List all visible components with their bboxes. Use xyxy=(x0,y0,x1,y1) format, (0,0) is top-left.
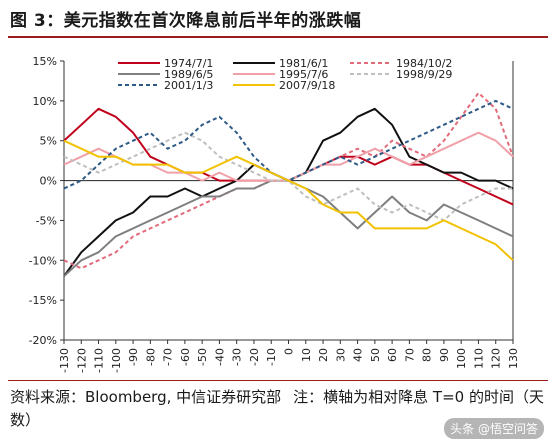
series-line-2001/1/3 xyxy=(63,99,514,190)
series-layer xyxy=(63,91,514,277)
x-tick-label: 0 xyxy=(283,348,296,355)
y-tick-label: 5% xyxy=(40,135,57,148)
line-chart: 1974/7/1 1981/6/1 1984/10/2 1989/6/5 1995/7/… xyxy=(29,55,520,373)
x-tick-label: 10 xyxy=(300,348,313,362)
note-text: 注：横轴为相对降息 T=0 的时间（天数） xyxy=(10,388,544,429)
axes: -20% -15% -10% -5% 0% 5% 10% 15% -130 -120 -110 -10… xyxy=(29,55,520,373)
legend-label: 1984/10/2 xyxy=(396,57,452,70)
x-tick-label: 60 xyxy=(386,348,399,362)
x-tick-label: -60 xyxy=(179,348,192,366)
x-tick-label: -50 xyxy=(196,348,209,366)
x-tick-label: -40 xyxy=(213,348,226,366)
y-tick-label: -15% xyxy=(29,294,57,307)
x-tick-label: -20 xyxy=(248,348,261,366)
x-tick-label: -110 xyxy=(93,348,106,373)
y-tick-label: -5% xyxy=(36,214,57,227)
x-tick-label: 110 xyxy=(472,348,485,369)
x-tick-label: -100 xyxy=(110,348,123,373)
x-tick-label: -30 xyxy=(231,348,244,366)
legend-label: 1998/9/29 xyxy=(396,68,452,81)
x-tick-label: 20 xyxy=(317,348,330,362)
legend-label: 1995/7/6 xyxy=(279,68,328,81)
watermark: 头条 @悟空问答 xyxy=(444,418,544,439)
x-tick-label: -80 xyxy=(144,348,157,366)
x-tick-label: 90 xyxy=(438,348,451,362)
footer: 资料来源：Bloomberg, 中信证券研究部 注：横轴为相对降息 T=0 的时间… xyxy=(10,386,554,432)
series-line-1989/6/5 xyxy=(63,179,514,277)
legend-label: 1981/6/1 xyxy=(279,57,328,70)
x-tick-label: 120 xyxy=(490,348,503,369)
series-line-1981/6/1 xyxy=(63,107,514,277)
legend-label: 2001/1/3 xyxy=(164,79,213,92)
x-tick-label: 40 xyxy=(352,348,365,362)
chart-title: 图 3：美元指数在首次降息前后半年的涨跌幅 xyxy=(10,11,362,31)
legend-label: 1974/7/1 xyxy=(164,57,213,70)
x-tick-label: 130 xyxy=(507,348,520,369)
x-tick-label: -130 xyxy=(58,348,71,373)
y-tick-label: -20% xyxy=(29,334,57,347)
legend-label: 2007/9/18 xyxy=(279,79,335,92)
x-tick-label: -70 xyxy=(162,348,175,366)
y-tick-label: 10% xyxy=(33,95,57,108)
x-tick-label: 100 xyxy=(455,348,468,369)
y-tick-label: 0% xyxy=(40,175,57,188)
x-tick-label: 50 xyxy=(369,348,382,362)
source-text: 资料来源：Bloomberg, 中信证券研究部 xyxy=(10,388,282,406)
x-tick-label: 80 xyxy=(421,348,434,362)
y-tick-label: -10% xyxy=(29,254,57,267)
x-tick-label: -120 xyxy=(75,348,88,373)
legend: 1974/7/1 1981/6/1 1984/10/2 1989/6/5 1995/7/… xyxy=(118,57,452,92)
title-rule xyxy=(8,36,548,38)
series-line-2007/9/18 xyxy=(63,139,514,262)
legend-label: 1989/6/5 xyxy=(164,68,213,81)
x-tick-label: 70 xyxy=(403,348,416,362)
x-tick-label: 30 xyxy=(334,348,347,362)
x-tick-label: -90 xyxy=(127,348,140,366)
y-tick-label: 15% xyxy=(33,55,57,68)
series-line-1998/9/29 xyxy=(63,131,513,222)
footer-rule xyxy=(8,380,548,381)
x-tick-label: -10 xyxy=(265,348,278,366)
